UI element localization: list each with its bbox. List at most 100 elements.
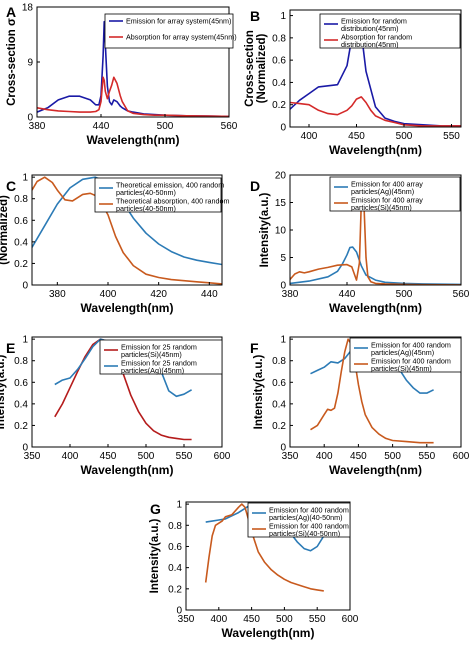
y-tick-label: 0.2 (168, 584, 182, 595)
legend: Emission for random distribution(45nm)Abs… (319, 13, 461, 50)
legend-box (329, 176, 461, 212)
legend-entry-line: particles(Si)(45nm) (371, 364, 432, 373)
legend-entry-1: Theoretical emission, 400 random particle… (116, 181, 224, 198)
legend-box (349, 337, 462, 373)
legend-entry-line: particles(Ag)(40-50nm) (269, 513, 343, 522)
legend-entry-line: Emission for 400 random (371, 357, 451, 366)
y-axis-label: Cross-section σ (6, 18, 18, 106)
axes-frame (31, 336, 223, 448)
y-tick-label: 0.8 (14, 356, 28, 367)
y-tick-label: 0.6 (272, 56, 286, 67)
legend: Emission for 400 random particles(Ag)(40-… (247, 502, 351, 539)
y-tick-label: 0.6 (14, 378, 28, 389)
legend-entry-line: particles(40-50nm) (116, 204, 176, 213)
legend-entry-line: Emission for 25 random (121, 359, 197, 368)
legend-entry-line: Emission for 400 array (351, 196, 423, 205)
series-line-2 (37, 76, 229, 117)
y-tick-label: 0 (22, 443, 28, 454)
legend-entry-2: Emission for 400 random particles(Si)(45n… (371, 357, 451, 374)
y-axis-label-line-2: (Normalized) (256, 34, 268, 104)
legend-entry-line: Absorption for array system(45nm) (126, 33, 237, 42)
axes-frame (185, 501, 351, 611)
series-line-2 (290, 96, 461, 127)
x-tick-label: 350 (282, 451, 299, 462)
y-tick-label: 5 (280, 253, 286, 264)
y-axis-label: Cross-Section(Normalized) (0, 191, 10, 269)
x-tick-label: 350 (178, 614, 195, 625)
x-tick-label: 400 (210, 614, 227, 625)
legend-entry-line: particles(Ag)(45nm) (121, 366, 184, 375)
panel-letter-a: A (6, 4, 16, 20)
legend-entry-line: Absorption for random (341, 33, 412, 42)
x-tick-label: 450 (350, 451, 367, 462)
legend-entry-line: particles(Ag)(45nm) (371, 348, 434, 357)
panel-letter-c: C (6, 178, 16, 194)
x-tick-label: 400 (301, 131, 318, 142)
legend-box (319, 13, 461, 49)
chart-panel-e: 350 400 450 500 550 600 0 0.2 0.4 0.6 0.8 1 Waveleng… (0, 335, 231, 477)
x-tick-label: 400 (100, 289, 117, 300)
panel-letter-d: D (250, 178, 260, 194)
legend-entry-2: Emission for 25 random particles(Ag)(45nm… (121, 359, 197, 376)
y-tick-label: 0.8 (14, 194, 28, 205)
x-axis-label: Wavelength(nm) (329, 463, 422, 477)
chart-panel-c: 380 400 420 440 0 0.2 0.4 0.6 0.8 1 Wavelength(nm)… (0, 173, 229, 315)
legend-entry-line: particles(Si)(40-50nm) (269, 529, 340, 538)
y-tick-label: 0.4 (14, 237, 28, 248)
x-tick-label: 550 (443, 131, 460, 142)
y-tick-label: 0.4 (168, 563, 182, 574)
x-tick-label: 380 (29, 121, 46, 132)
x-tick-label: 550 (309, 614, 326, 625)
series-line-2 (290, 177, 461, 285)
y-axis-label: Intensity(a.u.) (0, 354, 7, 429)
legend-entry-2: Absorption for random distribution(45nm) (341, 33, 412, 50)
legend-box (104, 13, 234, 49)
legend: Emission for 25 random particles(Si)(45nm… (99, 339, 223, 376)
x-tick-label: 450 (243, 614, 260, 625)
x-tick-label: 420 (150, 289, 167, 300)
legend-entry-2: Emission for 400 random particles(Si)(40-… (269, 522, 349, 539)
legend-entry-line: Emission for 400 random (371, 341, 451, 350)
legend-entry-1: Emission for array system(45nm) (126, 17, 231, 26)
y-tick-label: 0.8 (272, 356, 286, 367)
legend-entry-line: particles(Si)(45nm) (121, 350, 182, 359)
legend-entry-line: particles(40-50nm) (116, 188, 176, 197)
legend: Emission for 400 random particles(Ag)(45n… (349, 337, 462, 374)
chart-panel-d: 380 440 500 560 0 5 10 15 20 Wavelength(nm) Intens… (259, 171, 470, 316)
y-tick-label: 0 (176, 606, 182, 617)
panel-letter-b: B (250, 8, 260, 24)
y-tick-label: 1 (22, 173, 28, 184)
y-tick-label: 1 (22, 335, 28, 346)
x-tick-label: 500 (276, 614, 293, 625)
x-tick-label: 600 (342, 614, 359, 625)
chart-panel-b: 400 450 500 550 0 0.2 0.4 0.6 0.8 1 Wavelength(nm)… (244, 9, 462, 157)
y-axis-label: Intensity(a.u.) (149, 518, 161, 593)
y-tick-label: 0.6 (272, 378, 286, 389)
series-line-1 (290, 246, 461, 285)
legend: Emission for array system(45nm) Absorptio… (104, 13, 237, 49)
y-tick-label: 1 (176, 500, 182, 511)
y-axis-label: Intensity(a.u.) (259, 192, 271, 267)
x-tick-label: 600 (453, 451, 470, 462)
y-tick-label: 0 (22, 281, 28, 292)
legend-entry-1: Emission for 400 array particles(Ag)(45nm… (351, 180, 423, 197)
x-axis-label: Wavelength(nm) (81, 301, 174, 315)
legend-entry-1: Emission for 400 random particles(Ag)(45n… (371, 341, 451, 358)
y-tick-label: 0.2 (14, 421, 28, 432)
y-tick-label: 0 (27, 113, 33, 124)
y-tick-label: 0.2 (14, 259, 28, 270)
y-tick-label: 18 (22, 3, 34, 14)
legend-entry-2: Absorption for array system(45nm) (126, 33, 237, 42)
y-tick-label: 0.8 (272, 33, 286, 44)
x-tick-label: 600 (214, 451, 231, 462)
y-axis-label-line-1: Cross-section (244, 30, 256, 107)
chart-panel-a: 380 440 500 560 0 9 18 Wavelength(nm) Cross-sect… (6, 3, 238, 148)
y-tick-label: 0.4 (14, 399, 28, 410)
y-tick-label: 0.6 (168, 542, 182, 553)
y-axis-label-line-2: (Normalized) (0, 195, 10, 265)
x-tick-label: 400 (316, 451, 333, 462)
legend-entry-1: Emission for random distribution(45nm) (341, 17, 407, 34)
y-tick-label: 0 (280, 281, 286, 292)
chart-panel-f: 350 400 450 500 550 600 0 0.2 0.4 0.6 0.8 1 Waveleng… (253, 335, 470, 477)
legend-entry-1: Emission for 400 random particles(Ag)(40-… (269, 506, 349, 523)
